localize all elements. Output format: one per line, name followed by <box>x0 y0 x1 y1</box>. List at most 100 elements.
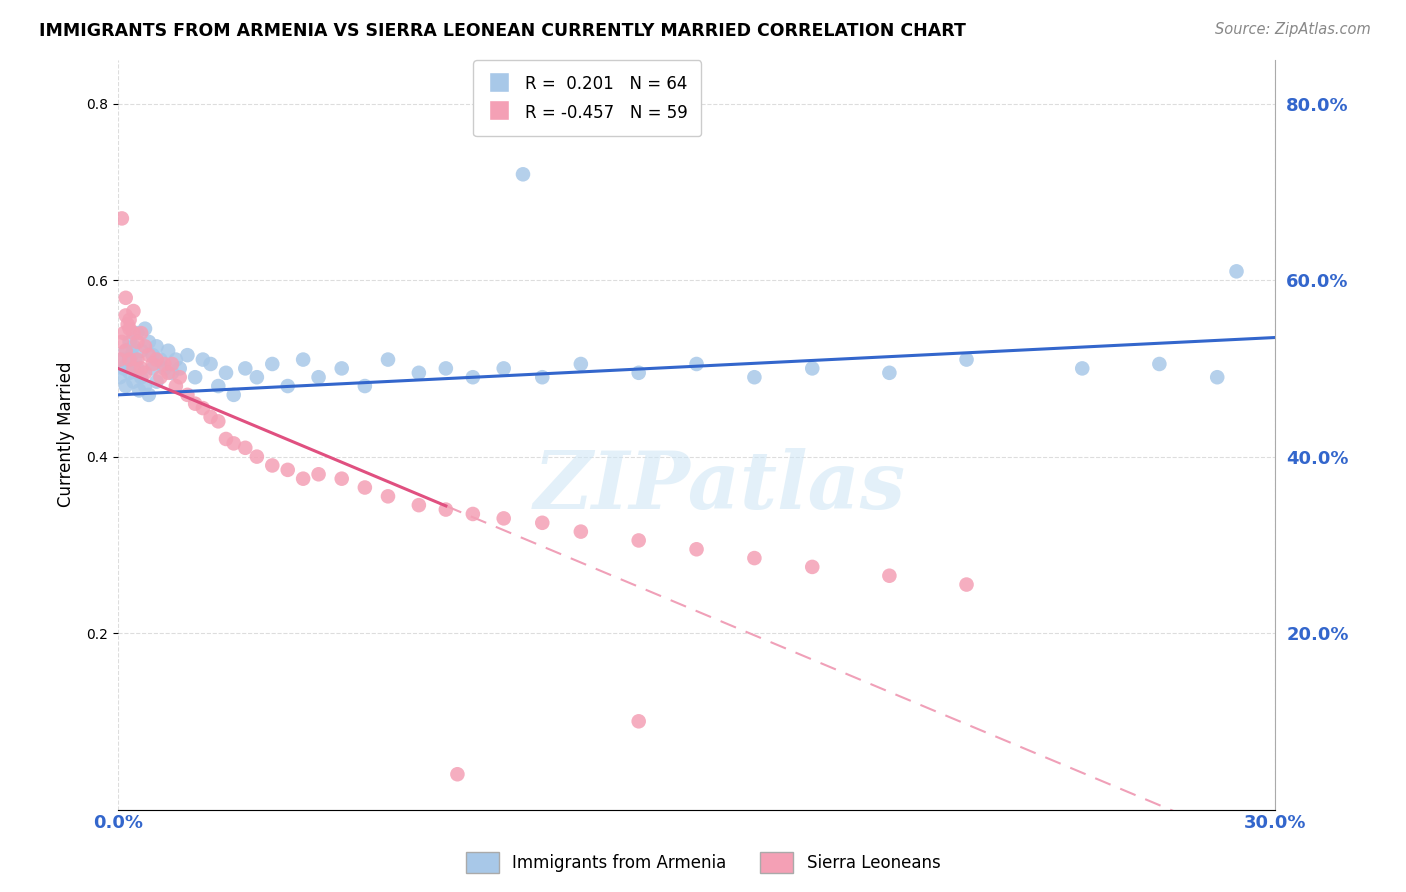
Point <box>134 339 156 353</box>
Point <box>157 366 180 380</box>
Point <box>801 560 824 574</box>
Point <box>531 370 554 384</box>
Point <box>114 291 136 305</box>
Point <box>128 384 150 398</box>
Point <box>160 357 183 371</box>
Point <box>685 357 707 371</box>
Point <box>262 458 284 473</box>
Point <box>127 361 149 376</box>
Point <box>114 343 136 358</box>
Point <box>627 714 650 729</box>
Point <box>246 450 269 464</box>
Point <box>145 339 167 353</box>
Point <box>114 309 136 323</box>
Legend: R =  0.201   N = 64, R = -0.457   N = 59: R = 0.201 N = 64, R = -0.457 N = 59 <box>474 61 702 136</box>
Point <box>627 533 650 548</box>
Point <box>1206 370 1229 384</box>
Point <box>512 167 534 181</box>
Point <box>330 361 353 376</box>
Point <box>134 379 156 393</box>
Point <box>149 370 172 384</box>
Point <box>127 352 149 367</box>
Point <box>129 361 152 376</box>
Point <box>292 472 315 486</box>
Point <box>129 370 152 384</box>
Text: IMMIGRANTS FROM ARMENIA VS SIERRA LEONEAN CURRENTLY MARRIED CORRELATION CHART: IMMIGRANTS FROM ARMENIA VS SIERRA LEONEA… <box>39 22 966 40</box>
Point <box>122 375 145 389</box>
Point <box>233 441 256 455</box>
Point <box>176 348 198 362</box>
Point <box>222 388 245 402</box>
Point <box>108 370 131 384</box>
Point <box>955 577 977 591</box>
Point <box>408 498 430 512</box>
Point <box>191 401 214 416</box>
Point <box>118 366 141 380</box>
Point <box>142 348 165 362</box>
Point <box>122 326 145 340</box>
Point <box>114 379 136 393</box>
Y-axis label: Currently Married: Currently Married <box>58 362 75 508</box>
Point <box>142 357 165 371</box>
Point <box>117 318 139 332</box>
Point <box>377 489 399 503</box>
Point <box>127 326 149 340</box>
Text: ZIPatlas: ZIPatlas <box>534 449 905 525</box>
Point <box>292 352 315 367</box>
Point <box>142 361 165 376</box>
Point <box>134 321 156 335</box>
Point <box>879 568 901 582</box>
Point <box>1149 357 1171 371</box>
Point <box>200 409 222 424</box>
Point <box>685 542 707 557</box>
Point <box>222 436 245 450</box>
Text: Source: ZipAtlas.com: Source: ZipAtlas.com <box>1215 22 1371 37</box>
Point <box>145 375 167 389</box>
Point <box>127 334 149 349</box>
Point <box>124 352 146 367</box>
Point <box>627 366 650 380</box>
Point <box>153 361 176 376</box>
Point <box>118 334 141 349</box>
Point <box>108 352 131 367</box>
Point <box>138 348 160 362</box>
Point <box>111 334 134 349</box>
Point <box>138 388 160 402</box>
Point <box>408 366 430 380</box>
Point <box>169 361 191 376</box>
Point <box>118 352 141 367</box>
Point <box>122 361 145 376</box>
Point <box>744 370 766 384</box>
Point <box>308 370 330 384</box>
Point <box>129 343 152 358</box>
Point <box>118 321 141 335</box>
Point <box>169 370 191 384</box>
Point <box>277 463 299 477</box>
Point <box>118 313 141 327</box>
Point <box>157 343 180 358</box>
Point <box>233 361 256 376</box>
Point <box>569 357 592 371</box>
Point <box>122 304 145 318</box>
Point <box>744 551 766 566</box>
Point <box>176 388 198 402</box>
Point <box>117 357 139 371</box>
Point <box>184 370 207 384</box>
Point <box>461 507 484 521</box>
Point <box>492 361 515 376</box>
Point <box>129 326 152 340</box>
Point <box>215 432 238 446</box>
Legend: Immigrants from Armenia, Sierra Leoneans: Immigrants from Armenia, Sierra Leoneans <box>458 846 948 880</box>
Point <box>434 502 457 516</box>
Point <box>879 366 901 380</box>
Point <box>160 366 183 380</box>
Point <box>377 352 399 367</box>
Point <box>112 361 135 376</box>
Point <box>308 467 330 482</box>
Point <box>207 414 229 428</box>
Point <box>134 366 156 380</box>
Point <box>461 370 484 384</box>
Point <box>207 379 229 393</box>
Point <box>1225 264 1247 278</box>
Point <box>353 379 375 393</box>
